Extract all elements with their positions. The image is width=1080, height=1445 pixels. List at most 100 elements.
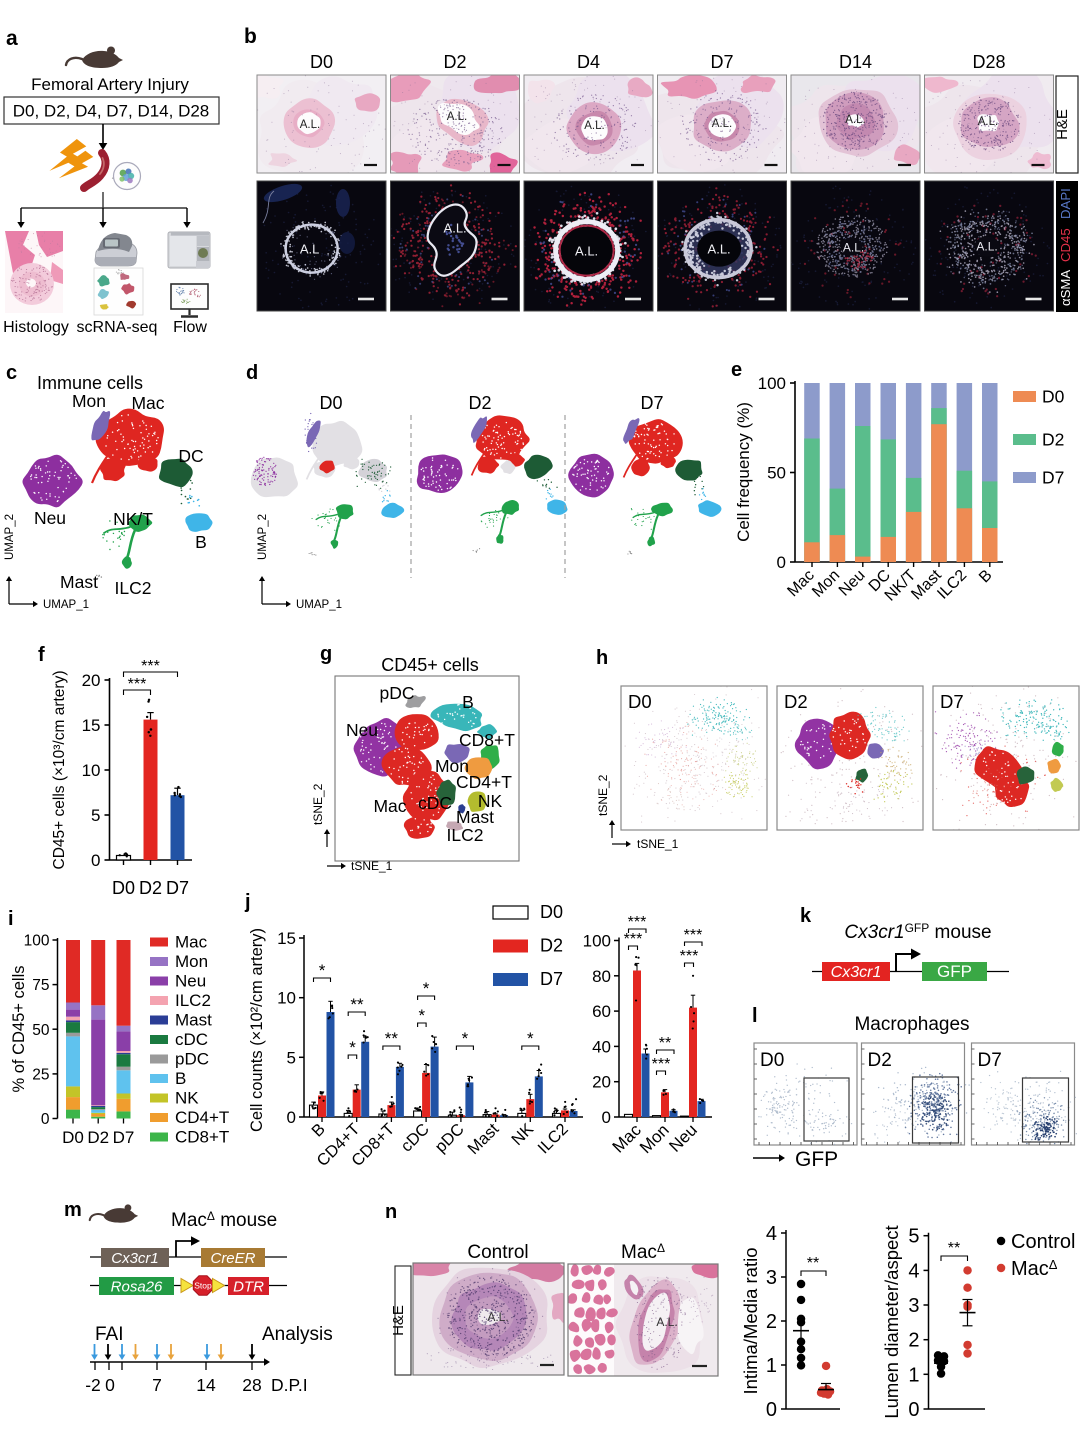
svg-text:***: *** xyxy=(624,931,643,948)
svg-text:i: i xyxy=(8,908,14,930)
svg-text:A.L.: A.L. xyxy=(447,111,467,123)
svg-text:NK: NK xyxy=(478,791,503,811)
svg-text:UMAP_1: UMAP_1 xyxy=(296,599,342,611)
svg-text:ILC2: ILC2 xyxy=(175,991,211,1010)
svg-text:D2: D2 xyxy=(1042,430,1064,450)
svg-text:4: 4 xyxy=(766,1223,777,1245)
svg-text:Mon: Mon xyxy=(72,391,106,411)
svg-text:Mac: Mac xyxy=(373,796,406,816)
svg-text:d: d xyxy=(246,362,258,384)
svg-text:Control: Control xyxy=(1011,1231,1075,1253)
svg-text:***: *** xyxy=(141,658,160,675)
svg-text:**: ** xyxy=(948,1240,960,1257)
svg-text:***: *** xyxy=(652,1056,671,1073)
svg-text:CD45+ cells: CD45+ cells xyxy=(381,655,479,675)
svg-text:1: 1 xyxy=(766,1355,777,1377)
svg-text:D0: D0 xyxy=(319,393,342,413)
svg-text:0: 0 xyxy=(91,851,100,870)
svg-text:CD8+T: CD8+T xyxy=(175,1128,229,1147)
svg-text:5: 5 xyxy=(908,1226,919,1248)
svg-text:Stop: Stop xyxy=(194,1281,212,1291)
svg-text:αSMA: αSMA xyxy=(1058,270,1073,306)
svg-text:Femoral Artery Injury: Femoral Artery Injury xyxy=(31,75,189,94)
svg-text:3: 3 xyxy=(766,1267,777,1289)
svg-text:-2: -2 xyxy=(85,1375,101,1395)
svg-text:Mac: Mac xyxy=(131,393,164,413)
svg-text:pDC: pDC xyxy=(175,1050,209,1069)
svg-text:5: 5 xyxy=(91,806,100,825)
svg-text:UMAP_2: UMAP_2 xyxy=(4,514,16,560)
svg-text:0: 0 xyxy=(766,1399,777,1421)
svg-text:Immune cells: Immune cells xyxy=(37,373,143,393)
svg-text:D7: D7 xyxy=(1042,468,1064,488)
svg-text:D2: D2 xyxy=(468,393,491,413)
svg-text:15: 15 xyxy=(277,929,296,948)
svg-text:DAPI: DAPI xyxy=(1058,188,1073,219)
svg-text:A.L.: A.L. xyxy=(487,1310,508,1324)
svg-text:D0: D0 xyxy=(760,1050,784,1071)
svg-text:n: n xyxy=(385,1201,397,1223)
svg-text:50: 50 xyxy=(32,1022,50,1039)
svg-text:CD45+ cells (×10³/cm artery): CD45+ cells (×10³/cm artery) xyxy=(51,671,68,870)
svg-text:Mast: Mast xyxy=(456,807,494,827)
svg-text:scRNA-seq: scRNA-seq xyxy=(77,319,158,336)
svg-text:D28: D28 xyxy=(972,52,1005,72)
svg-text:l: l xyxy=(752,1005,758,1027)
svg-text:B: B xyxy=(175,1069,186,1088)
svg-text:m: m xyxy=(64,1199,82,1221)
svg-text:0: 0 xyxy=(287,1108,296,1127)
svg-text:D7: D7 xyxy=(540,969,563,989)
svg-text:20: 20 xyxy=(82,671,101,690)
svg-text:0: 0 xyxy=(777,553,786,572)
svg-text:NK/T: NK/T xyxy=(113,509,153,529)
svg-text:D7: D7 xyxy=(978,1050,1002,1071)
svg-text:D4: D4 xyxy=(577,52,600,72)
svg-text:0: 0 xyxy=(41,1111,50,1128)
svg-text:pDC: pDC xyxy=(379,683,414,703)
svg-text:Control: Control xyxy=(467,1242,528,1263)
svg-text:H&E: H&E xyxy=(390,1305,407,1336)
svg-text:MacΔ: MacΔ xyxy=(621,1241,665,1263)
svg-text:D2: D2 xyxy=(868,1050,892,1071)
svg-text:k: k xyxy=(800,905,812,927)
svg-text:D2: D2 xyxy=(87,1128,109,1147)
svg-text:Neu: Neu xyxy=(175,972,206,991)
svg-text:5: 5 xyxy=(287,1048,296,1067)
svg-text:Mac: Mac xyxy=(175,933,208,952)
svg-text:g: g xyxy=(320,643,332,665)
svg-text:cDC: cDC xyxy=(418,793,452,813)
svg-text:50: 50 xyxy=(767,464,786,483)
svg-text:D7: D7 xyxy=(113,1128,135,1147)
svg-text:***: *** xyxy=(628,914,647,931)
svg-text:40: 40 xyxy=(592,1037,611,1056)
svg-text:*: * xyxy=(349,1038,356,1057)
svg-text:7: 7 xyxy=(152,1375,162,1395)
svg-text:10: 10 xyxy=(82,761,101,780)
svg-text:28: 28 xyxy=(242,1375,261,1395)
svg-text:D0: D0 xyxy=(112,878,135,898)
svg-text:D2: D2 xyxy=(443,52,466,72)
svg-text:Analysis: Analysis xyxy=(262,1324,333,1345)
svg-text:A.L.: A.L. xyxy=(575,244,598,259)
svg-text:0: 0 xyxy=(908,1399,919,1421)
svg-text:Macrophages: Macrophages xyxy=(854,1014,969,1035)
svg-text:cDC: cDC xyxy=(175,1030,208,1049)
svg-text:NK: NK xyxy=(175,1089,199,1108)
svg-text:1: 1 xyxy=(908,1364,919,1386)
svg-text:A.L.: A.L. xyxy=(444,221,467,236)
svg-text:A.L.: A.L. xyxy=(708,242,731,257)
svg-text:D7: D7 xyxy=(940,691,964,712)
svg-text:B: B xyxy=(195,532,207,552)
svg-text:A.L.: A.L. xyxy=(300,119,320,131)
svg-text:Cell frequency (%): Cell frequency (%) xyxy=(734,402,753,542)
svg-text:0: 0 xyxy=(105,1375,115,1395)
svg-text:GFP: GFP xyxy=(937,962,972,981)
svg-text:CD4+T: CD4+T xyxy=(175,1108,229,1127)
svg-text:Cx3cr1: Cx3cr1 xyxy=(831,964,882,981)
svg-text:***: *** xyxy=(128,676,147,693)
svg-text:A.L.: A.L. xyxy=(976,240,997,254)
svg-text:c: c xyxy=(6,362,17,384)
svg-text:f: f xyxy=(38,644,45,666)
svg-text:D0: D0 xyxy=(310,52,333,72)
svg-text:**: ** xyxy=(350,995,364,1014)
